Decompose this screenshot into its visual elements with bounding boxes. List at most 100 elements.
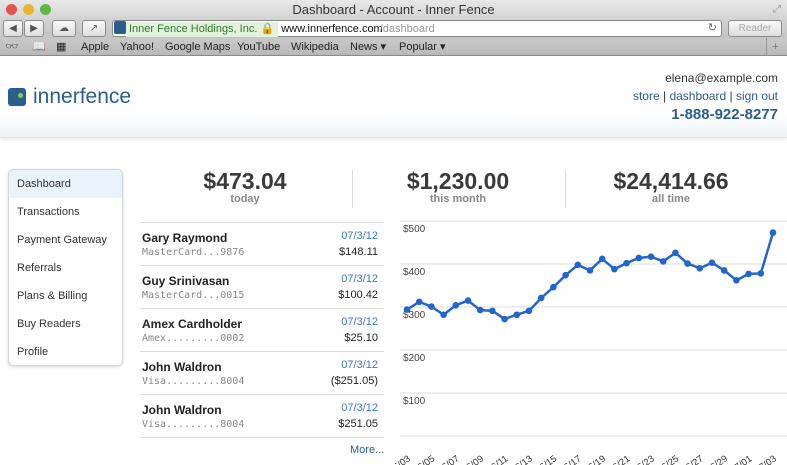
stat-this-month: $1,230.00 this month xyxy=(358,168,558,205)
data-point xyxy=(708,259,716,267)
bookmark-apple[interactable]: Apple xyxy=(81,41,110,53)
data-point xyxy=(623,259,630,267)
sidebar-item-dashboard[interactable]: Dashboard xyxy=(9,170,122,198)
new-tab-button[interactable]: + xyxy=(766,38,784,56)
data-point xyxy=(550,283,557,291)
sidebar-item-plans-billing[interactable]: Plans & Billing xyxy=(17,290,88,302)
x-tick-label: 06/13 xyxy=(509,453,535,465)
more-transactions-link[interactable]: More... xyxy=(350,444,385,456)
card-number: MasterCard...0015 xyxy=(142,290,245,301)
transaction-row[interactable]: John Waldron Visa.........8004 07/3/12 ($25… xyxy=(140,352,384,395)
x-tick-label: 06/05 xyxy=(411,453,437,465)
transaction-date[interactable]: 07/3/12 xyxy=(341,359,378,371)
reload-icon[interactable]: ↻ xyxy=(707,22,717,34)
user-email: elena@example.com xyxy=(665,71,778,85)
data-point xyxy=(672,249,679,257)
x-tick-label: 07/01 xyxy=(729,453,755,465)
logo-text[interactable]: innerfence xyxy=(33,85,132,108)
address-bar[interactable]: Inner Fence Holdings, Inc. 🔒 www.innerfe… xyxy=(112,20,722,37)
x-tick-label: 06/21 xyxy=(607,453,633,465)
lock-icon: 🔒 xyxy=(260,23,275,35)
url-path: /dashboard xyxy=(379,23,435,35)
sidebar-item-transactions[interactable]: Transactions xyxy=(17,206,80,218)
ev-certificate-badge[interactable]: Inner Fence Holdings, Inc. 🔒 xyxy=(126,22,279,37)
bookmark-youtube[interactable]: YouTube xyxy=(237,41,281,53)
zoom-window-button[interactable] xyxy=(40,4,51,15)
transaction-row[interactable]: John Waldron Visa.........8004 07/3/12 $251… xyxy=(140,395,384,438)
card-number: Visa.........8004 xyxy=(142,419,245,430)
sidebar-nav: Dashboard Transactions Payment Gateway R… xyxy=(8,169,123,366)
data-point xyxy=(659,258,667,265)
reading-list-icon[interactable]: 👓 xyxy=(5,41,19,53)
data-point xyxy=(440,311,447,319)
x-tick-label: 06/23 xyxy=(631,453,657,465)
y-tick-label: $200 xyxy=(403,353,426,364)
divider xyxy=(565,170,566,208)
transaction-amount: ($251.05) xyxy=(330,375,378,387)
transaction-amount: $25.10 xyxy=(344,332,378,344)
x-tick-label: 06/27 xyxy=(680,453,706,465)
x-tick-label: 06/07 xyxy=(436,453,462,465)
transaction-row[interactable]: Gary Raymond MasterCard...9876 07/3/12 $148… xyxy=(140,223,384,266)
data-point xyxy=(464,297,472,304)
browser-toolbar: ◀ ▶ ☁ ↗ Inner Fence Holdings, Inc. 🔒 www… xyxy=(0,19,787,38)
fullscreen-icon[interactable]: ⤢ xyxy=(773,4,781,15)
x-tick-label: 06/03 xyxy=(395,453,413,465)
bookmark-wikipedia[interactable]: Wikipedia xyxy=(291,41,339,53)
bookmark-google-maps[interactable]: Google Maps xyxy=(165,41,231,53)
sidebar-item-payment-gateway[interactable]: Payment Gateway xyxy=(17,234,107,246)
data-point xyxy=(574,261,582,269)
transaction-date[interactable]: 07/3/12 xyxy=(341,273,378,285)
bookmarks-icon[interactable]: 📖 xyxy=(32,41,46,53)
stat-value: $24,414.66 xyxy=(613,168,729,194)
data-point xyxy=(647,253,655,260)
divider xyxy=(352,170,353,208)
data-point xyxy=(696,265,704,272)
back-button[interactable]: ◀ xyxy=(3,20,23,37)
transaction-row[interactable]: Amex Cardholder Amex.........0002 07/3/12 $… xyxy=(140,309,384,352)
revenue-chart: $100 $200 $300 $400 $500 06/0306/0506/0706/09… xyxy=(395,220,787,465)
share-icon[interactable]: ↗ xyxy=(82,20,106,37)
sign-out-link[interactable]: sign out xyxy=(735,89,778,103)
minimize-window-button[interactable] xyxy=(23,4,34,15)
forward-button[interactable]: ▶ xyxy=(24,20,44,37)
customer-name: John Waldron xyxy=(142,403,222,417)
data-point xyxy=(428,303,435,310)
x-tick-label: 07/03 xyxy=(753,453,779,465)
transaction-row[interactable]: Guy Srinivasan MasterCard...0015 07/3/12 $1… xyxy=(140,266,384,309)
stat-all-time: $24,414.66 all time xyxy=(571,168,771,205)
sidebar-item-profile[interactable]: Profile xyxy=(17,346,49,358)
bookmark-popular[interactable]: Popular ▾ xyxy=(399,41,446,53)
data-point xyxy=(501,315,508,323)
phone-number: 1-888-922-8277 xyxy=(671,106,778,123)
stat-label: all time xyxy=(652,193,690,205)
data-point xyxy=(452,301,460,309)
bookmarks-bar: 👓 📖 ▦ Apple Yahoo! Google Maps YouTube W… xyxy=(0,38,787,56)
store-link[interactable]: store xyxy=(632,89,660,103)
x-tick-label: 06/25 xyxy=(655,453,681,465)
transaction-date[interactable]: 07/3/12 xyxy=(341,316,378,328)
logo-icon[interactable] xyxy=(8,88,26,106)
data-point xyxy=(562,271,569,279)
x-tick-label: 06/11 xyxy=(485,453,510,465)
data-point xyxy=(403,306,411,313)
sidebar-item-referrals[interactable]: Referrals xyxy=(17,262,62,274)
top-sites-icon[interactable]: ▦ xyxy=(56,41,67,53)
bookmark-news[interactable]: News ▾ xyxy=(350,41,387,53)
transaction-date[interactable]: 07/3/12 xyxy=(341,230,378,242)
sidebar-item-buy-readers[interactable]: Buy Readers xyxy=(17,318,81,330)
stat-label: today xyxy=(230,193,260,205)
icloud-tabs-icon[interactable]: ☁ xyxy=(52,20,76,37)
x-tick-label: 06/15 xyxy=(533,453,559,465)
transaction-date[interactable]: 07/3/12 xyxy=(341,402,378,414)
bookmark-yahoo[interactable]: Yahoo! xyxy=(120,41,155,53)
reader-button[interactable]: Reader xyxy=(728,20,782,37)
transaction-amount: $251.05 xyxy=(338,418,378,430)
url-host: www.innerfence.com xyxy=(281,23,383,35)
separator: | xyxy=(662,89,667,103)
card-number: Amex.........0002 xyxy=(142,333,245,344)
data-point xyxy=(720,267,728,274)
data-point xyxy=(476,306,484,314)
close-window-button[interactable] xyxy=(6,4,17,15)
dashboard-link[interactable]: dashboard xyxy=(669,89,727,103)
